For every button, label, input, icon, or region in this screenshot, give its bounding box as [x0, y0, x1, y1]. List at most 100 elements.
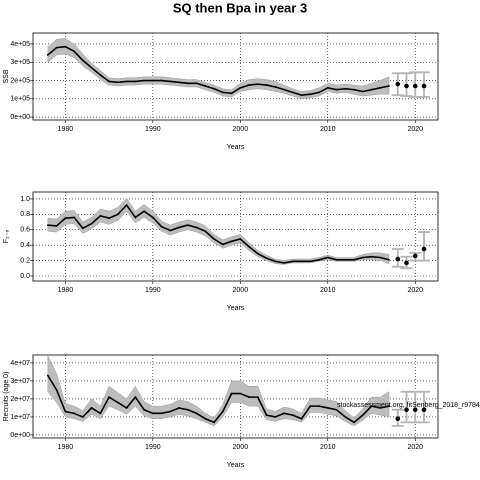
estimate-point	[125, 407, 128, 409]
estimate-point	[169, 229, 172, 232]
estimate-point	[230, 240, 233, 243]
x-tick-label: 1990	[145, 444, 161, 451]
y-tick-label: 0.2	[20, 257, 30, 264]
estimate-point	[134, 396, 137, 399]
y-tick-label: 0.6	[20, 227, 30, 234]
estimate-point	[73, 50, 76, 53]
estimate-point	[239, 392, 242, 395]
estimate-point	[204, 85, 207, 87]
estimate-point	[291, 91, 294, 94]
estimate-point	[361, 90, 364, 93]
estimate-point	[221, 91, 224, 94]
estimate-point	[186, 82, 189, 85]
estimate-point	[195, 412, 198, 415]
annotation: stockassessment.org, fitSenberg_2018_r97…	[337, 402, 480, 409]
x-tick-label: 2020	[407, 126, 423, 133]
y-axis-label: SSB	[3, 69, 10, 83]
x-tick-label: 2020	[407, 444, 423, 451]
y-tick-label: 2e+07	[10, 396, 30, 403]
estimate-point	[353, 258, 355, 261]
estimate-point	[221, 243, 224, 246]
estimate-point	[125, 80, 128, 83]
estimate-point	[388, 405, 390, 408]
chart-title: SQ then Bpa in year 3	[173, 0, 307, 15]
estimate-point	[186, 408, 189, 411]
panel: 0.0 0.2 0.4 0.6 0.8 1.0 1980 1990 2000 2010 2020 Ye…	[3, 191, 439, 312]
panel: 0e+00 1e+05 2e+05 3e+05 4e+05 1980 1990 2000 201…	[3, 32, 439, 151]
estimate-point	[204, 230, 207, 233]
estimate-point	[108, 396, 111, 399]
estimate-point	[388, 85, 390, 87]
estimate-point	[186, 224, 189, 227]
estimate-point	[108, 80, 111, 83]
estimate-point	[90, 66, 93, 69]
plot-border	[32, 32, 439, 121]
estimate-point	[81, 227, 84, 230]
estimate-point	[265, 257, 268, 260]
estimate-point	[388, 258, 390, 261]
estimate-point	[318, 91, 320, 94]
x-tick-label: 2010	[320, 126, 336, 133]
estimate-point	[379, 256, 382, 259]
estimate-point	[90, 407, 93, 409]
estimate-point	[55, 46, 58, 49]
estimate-point	[55, 389, 58, 391]
estimate-point	[160, 225, 163, 228]
confidence-band	[47, 38, 390, 100]
estimate-point	[335, 88, 338, 91]
estimate-point	[370, 255, 373, 258]
estimate-point	[108, 217, 111, 220]
estimate-point	[318, 258, 320, 261]
x-tick-label: 1990	[145, 287, 161, 294]
estimate-point	[353, 88, 355, 91]
estimate-point	[178, 226, 180, 229]
estimate-point	[169, 80, 172, 83]
estimate-point	[370, 88, 373, 91]
estimate-point	[64, 217, 67, 220]
estimate-point	[99, 214, 102, 217]
estimate-point	[335, 258, 338, 261]
forecast-point	[395, 256, 401, 262]
y-tick-label: 2e+05	[10, 77, 30, 84]
estimate-point	[248, 84, 250, 86]
estimate-point	[73, 216, 76, 219]
forecast-point	[404, 83, 409, 89]
estimate-point	[291, 260, 294, 263]
x-tick-label: 2000	[233, 126, 249, 133]
estimate-point	[379, 407, 382, 409]
estimate-point	[213, 87, 215, 90]
y-tick-label: 0.0	[20, 273, 30, 280]
y-tick-label: 1e+07	[10, 414, 30, 421]
estimate-point	[326, 407, 329, 409]
estimate-point	[353, 421, 355, 424]
estimate-point	[283, 412, 285, 415]
estimate-point	[160, 412, 163, 415]
estimate-point	[326, 256, 329, 259]
estimate-point	[265, 414, 268, 417]
estimate-line	[47, 203, 390, 264]
estimate-point	[300, 417, 303, 420]
estimate-point	[151, 79, 154, 82]
plot-border	[32, 354, 439, 439]
estimate-point	[379, 86, 382, 89]
estimate-point	[143, 408, 145, 411]
estimate-point	[178, 81, 180, 84]
estimate-point	[213, 421, 215, 424]
x-axis-label: Years	[227, 462, 245, 469]
x-tick-label: 2000	[233, 287, 249, 294]
estimate-point	[213, 238, 215, 240]
estimate-point	[274, 260, 277, 263]
estimate-point	[344, 258, 347, 261]
y-tick-label: 0.4	[20, 242, 30, 249]
estimate-point	[309, 93, 312, 96]
estimate-point	[361, 256, 364, 259]
estimate-point	[309, 405, 312, 408]
estimate-point	[221, 410, 224, 413]
forecast-point	[395, 416, 401, 422]
estimate-point	[116, 213, 119, 216]
estimate-point	[256, 83, 259, 86]
estimate-point	[291, 414, 294, 417]
y-tick-label: 0e+00	[10, 432, 30, 439]
x-tick-label: 2010	[320, 444, 336, 451]
